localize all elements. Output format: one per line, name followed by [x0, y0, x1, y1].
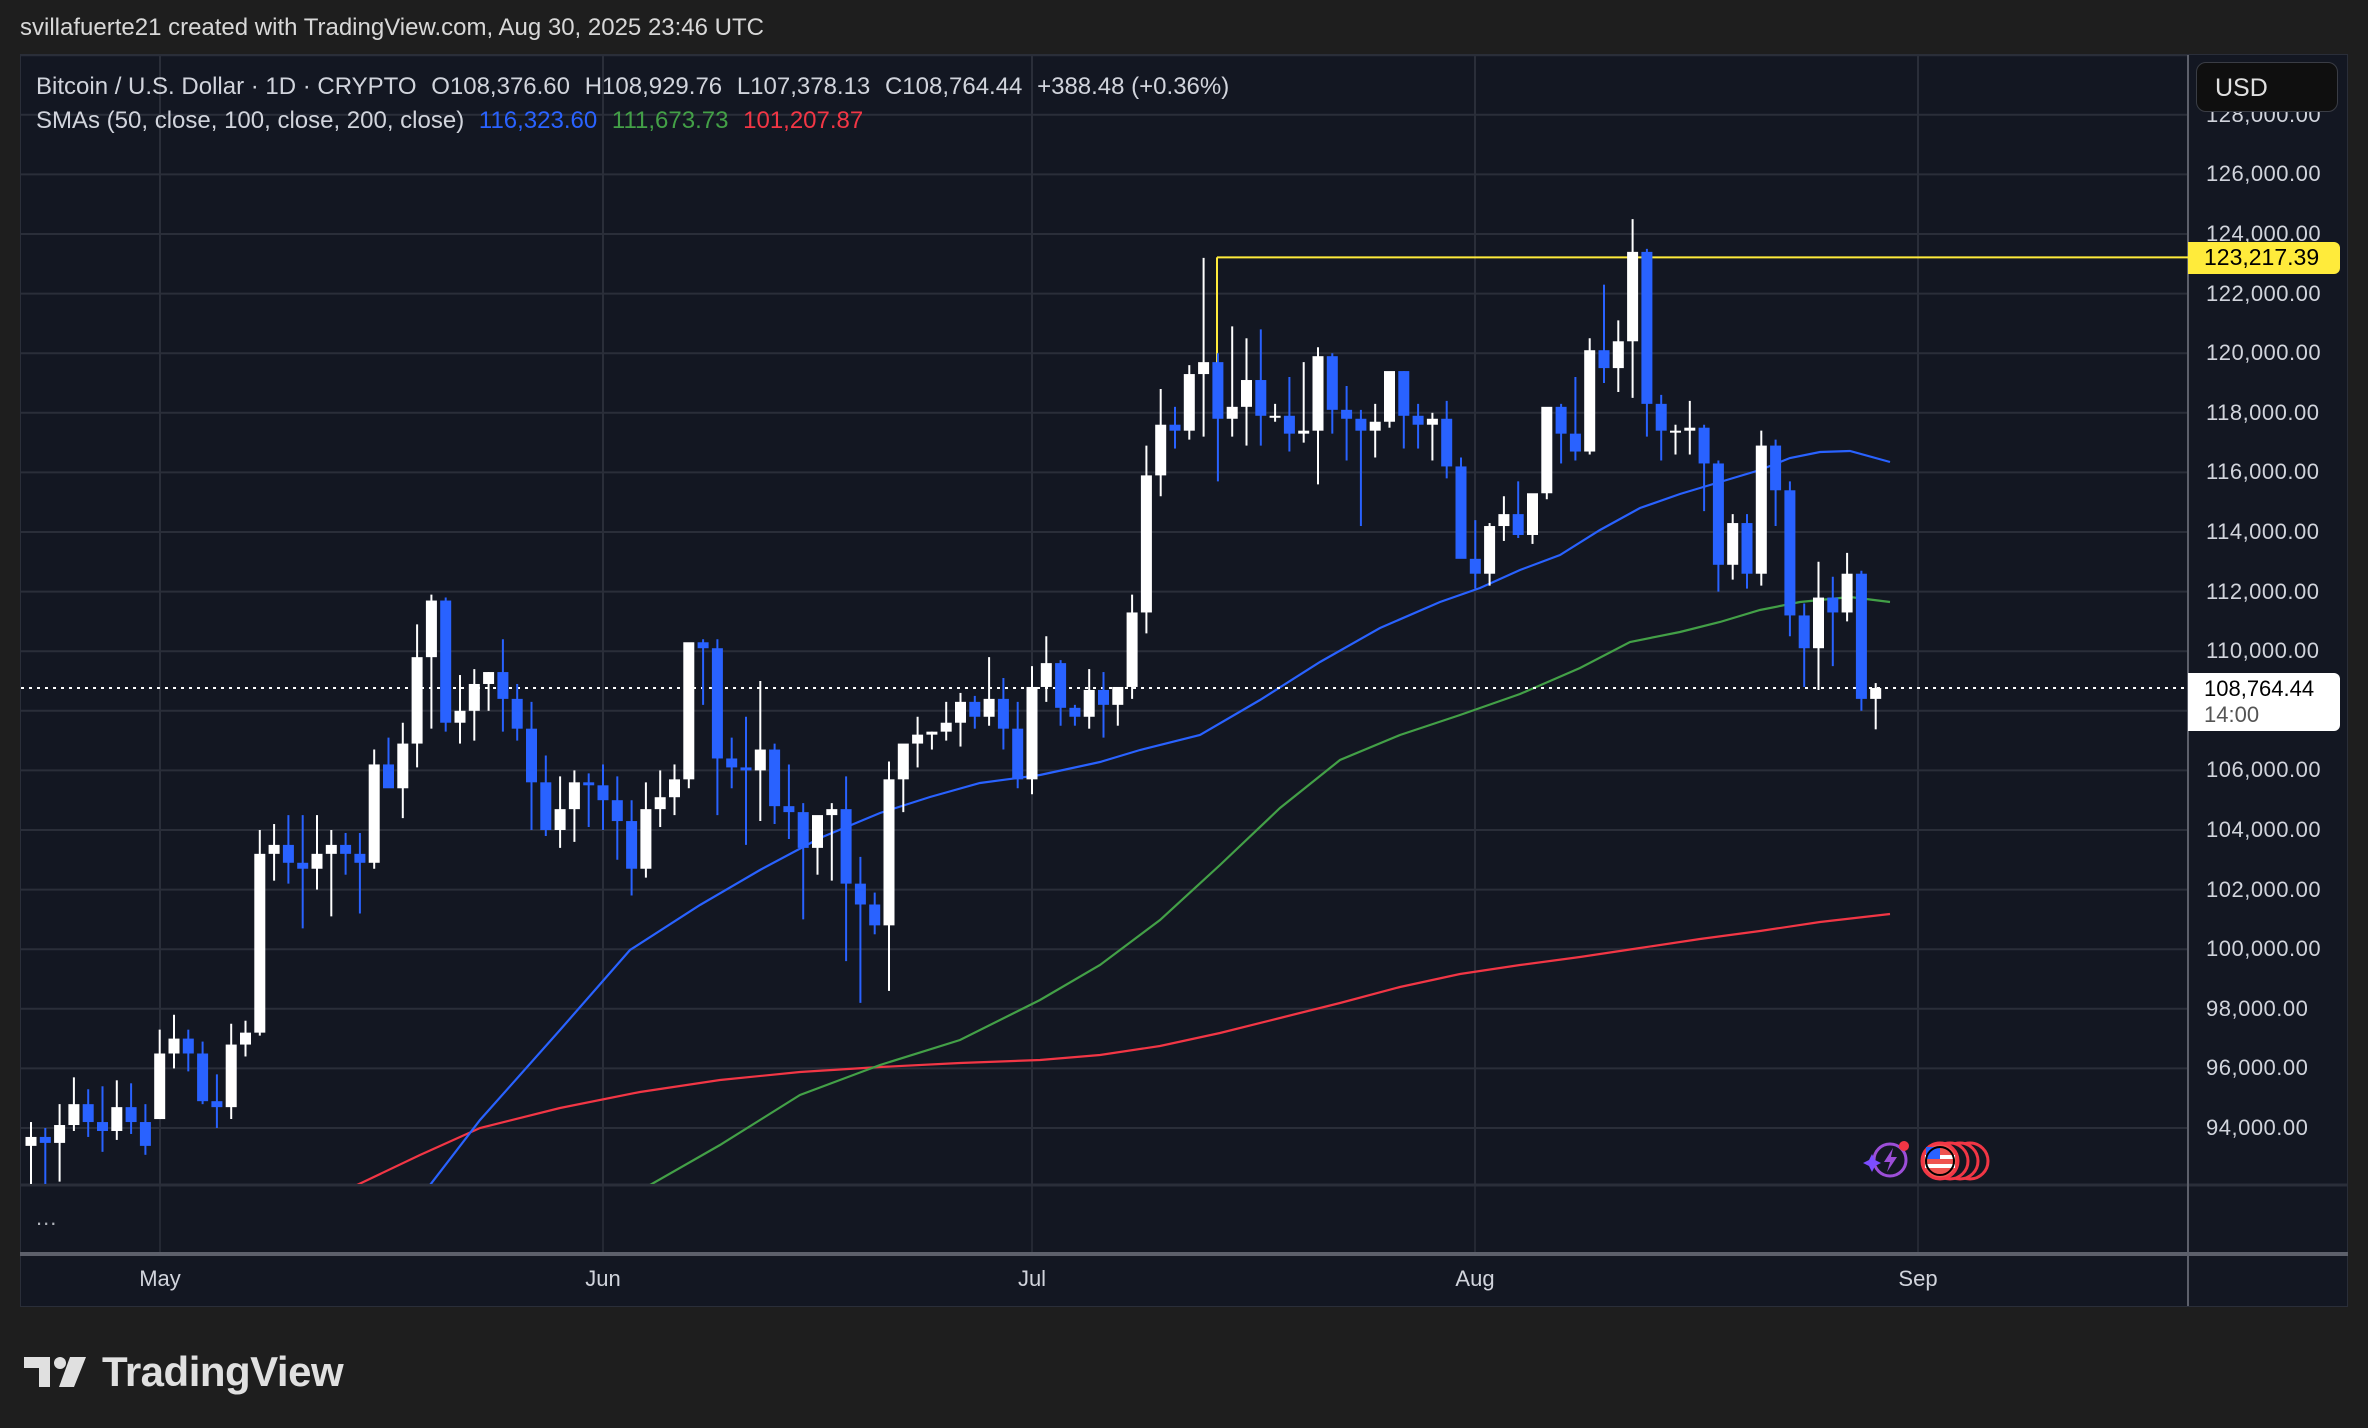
last-price-label: 108,764.44 14:00 [2188, 673, 2340, 731]
price-tick-label: 122,000.00 [2206, 280, 2322, 306]
horizontal-line-price-label: 123,217.39 [2188, 242, 2340, 274]
time-label-jul: Jul [1017, 1266, 1047, 1291]
price-tick-label: 118,000.00 [2206, 399, 2320, 425]
ohlc-high: H108,929.76 [584, 73, 723, 100]
chart-legend: Bitcoin / U.S. Dollar · 1D · CRYPTO O108… [36, 70, 1237, 138]
us-flag-event-icons [1920, 1141, 1990, 1181]
time-label-sep: Sep [1898, 1266, 1938, 1291]
time-label-jun: Jun [585, 1266, 621, 1291]
price-tick-label: 112,000.00 [2206, 578, 2320, 604]
ohlc-open: O108,376.60 [431, 73, 571, 100]
sma50-value: 116,323.60 [478, 107, 598, 134]
price-tick-label: 124,000.00 [2206, 221, 2322, 246]
price-tick-label: 110,000.00 [2206, 638, 2320, 664]
chart-panel[interactable] [20, 54, 2348, 1307]
sma-indicator-label[interactable]: SMAs (50, close, 100, close, 200, close) [36, 107, 465, 134]
last-price-value: 108,764.44 [2204, 676, 2315, 701]
currency-button[interactable]: USD [2196, 62, 2338, 112]
tradingview-logo-icon [24, 1357, 86, 1387]
sma200-value: 101,207.87 [743, 107, 864, 134]
price-tick-label: 126,000.00 [2206, 161, 2322, 187]
price-tick-label: 94,000.00 [2206, 1115, 2309, 1140]
symbol-title[interactable]: Bitcoin / U.S. Dollar · 1D · CRYPTO [36, 73, 417, 100]
lightning-spark-icon [1863, 1141, 1909, 1178]
price-tick-label: 114,000.00 [2206, 519, 2320, 544]
event-icons[interactable] [1860, 1138, 2010, 1184]
tradingview-logo[interactable]: TradingView [24, 1348, 344, 1396]
price-tick-label: 102,000.00 [2206, 876, 2322, 902]
sma100-value: 111,673.73 [611, 107, 729, 134]
ohlc-low: L107,378.13 [736, 73, 871, 100]
ohlc-close: C108,764.44 [884, 73, 1023, 100]
symbol-ohlc-row: Bitcoin / U.S. Dollar · 1D · CRYPTO O108… [36, 70, 1237, 104]
tradingview-wordmark: TradingView [102, 1348, 344, 1395]
time-label-may: May [139, 1266, 181, 1291]
pane-indicator-menu[interactable]: ... [36, 1205, 58, 1230]
price-change: +388.48 (+0.36%) [1037, 73, 1230, 100]
price-tick-label: 96,000.00 [2206, 1055, 2309, 1081]
sma-row: SMAs (50, close, 100, close, 200, close)… [36, 104, 1237, 138]
bar-countdown: 14:00 [2204, 702, 2260, 727]
price-tick-label: 116,000.00 [2206, 459, 2320, 485]
chart-credit: svillafuerte21 created with TradingView.… [20, 14, 764, 41]
time-label-aug: Aug [1455, 1266, 1495, 1291]
price-tick-label: 98,000.00 [2206, 995, 2309, 1021]
economic-events-markers[interactable] [1860, 1138, 2010, 1189]
price-tick-label: 106,000.00 [2206, 757, 2322, 783]
price-tick-label: 100,000.00 [2206, 936, 2322, 962]
price-tick-label: 104,000.00 [2206, 817, 2322, 842]
price-tick-label: 120,000.00 [2206, 340, 2322, 366]
